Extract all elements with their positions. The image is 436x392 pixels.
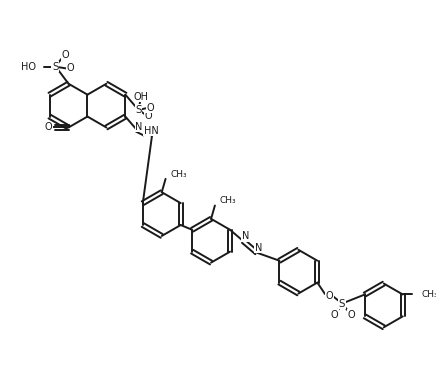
Text: OH: OH	[133, 92, 148, 102]
Text: O: O	[67, 64, 74, 73]
Text: CH₃: CH₃	[170, 170, 187, 179]
Text: N: N	[255, 243, 262, 253]
Text: O: O	[348, 310, 355, 320]
Text: O: O	[144, 111, 152, 121]
Text: S: S	[52, 62, 58, 72]
Text: HN: HN	[144, 126, 158, 136]
Text: O: O	[146, 103, 154, 113]
Text: N: N	[135, 122, 143, 132]
Text: N: N	[242, 231, 249, 241]
Text: HO: HO	[21, 62, 36, 72]
Text: O: O	[326, 291, 334, 301]
Text: O: O	[45, 122, 52, 132]
Text: O: O	[62, 50, 69, 60]
Text: CH₃: CH₃	[220, 196, 236, 205]
Text: O: O	[330, 310, 338, 320]
Text: CH₃: CH₃	[422, 290, 436, 299]
Text: S: S	[136, 105, 142, 115]
Text: S: S	[339, 299, 345, 309]
